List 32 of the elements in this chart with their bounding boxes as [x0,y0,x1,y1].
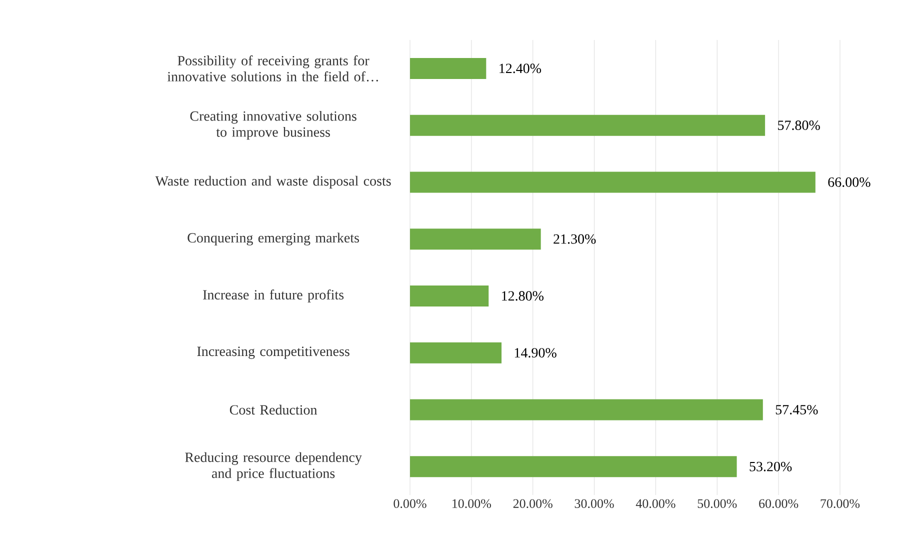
y-tick-label: Increasing competitiveness [197,346,350,359]
y-tick-label: Possibility of receiving grants for innovative solutions in the field of… [167,55,378,82]
x-tick-label: 10.00% [452,499,492,508]
data-label: 14.90% [514,348,556,358]
x-tick-label: 20.00% [513,499,552,508]
bar [410,172,816,193]
data-label: 21.30% [554,234,596,244]
data-label: 57.45% [776,404,818,414]
x-tick-label: 70.00% [820,499,860,508]
y-tick-label: Cost Reduction [230,404,318,415]
y-tick-label: Increase in future profits [203,290,344,302]
data-label: 53.20% [750,462,792,472]
x-tick-label: 50.00% [698,499,737,508]
bar [410,399,763,420]
data-label: 57.80% [778,120,820,130]
x-tick-label: 0.00% [394,499,426,508]
bar [410,58,486,79]
bar [410,228,541,250]
y-tick-label: Conquering emerging markets [188,232,359,246]
data-label: 12.40% [500,64,542,74]
x-tick-label: 30.00% [574,499,614,508]
bar [410,114,766,136]
bar [410,342,502,364]
x-tick-label: 40.00% [636,499,676,508]
bar [410,285,489,306]
data-label: 66.00% [828,177,870,187]
bar [410,456,737,478]
x-tick-label: 60.00% [759,499,798,508]
y-tick-label: Waste reduction and waste disposal costs [155,176,391,189]
data-label: 12.80% [502,291,544,301]
y-tick-label: Creating innovative solutions to improve business [190,110,356,140]
y-tick-label: Reducing resource dependency and price fluctuations [185,452,362,481]
